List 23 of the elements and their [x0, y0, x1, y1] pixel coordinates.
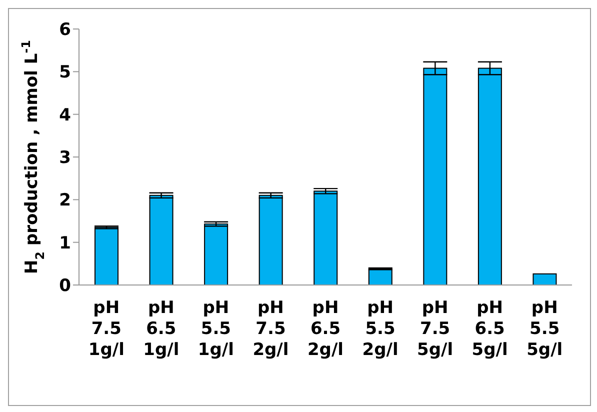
y-tick-label: 4 — [59, 105, 72, 126]
x-tick-label: pH 6.5 1g/l — [143, 298, 180, 360]
bar — [532, 273, 557, 285]
y-tick-label: 6 — [59, 20, 71, 40]
bar — [149, 194, 174, 285]
x-tick-label: pH 7.5 5g/l — [417, 298, 454, 360]
bar — [368, 268, 392, 285]
x-tick-label: pH 6.5 5g/l — [472, 298, 508, 360]
y-tick-label: 0 — [59, 276, 72, 296]
y-tick-label: 3 — [59, 148, 71, 168]
x-tick-label: pH 5.5 2g/l — [362, 298, 398, 360]
y-tick-label: 1 — [59, 233, 71, 254]
bar — [94, 226, 118, 285]
y-tick-label: 2 — [59, 190, 71, 211]
bar — [258, 194, 283, 285]
x-tick-label: pH 7.5 1g/l — [88, 298, 124, 360]
bar — [204, 223, 228, 285]
x-tick-label: pH 5.5 5g/l — [526, 298, 563, 360]
x-tick-label: pH 5.5 1g/l — [198, 298, 234, 360]
x-tick-label: pH 7.5 2g/l — [252, 298, 289, 360]
x-tick-label: pH 6.5 2g/l — [307, 298, 344, 360]
bar — [314, 190, 338, 285]
y-tick-label: 5 — [59, 62, 71, 83]
